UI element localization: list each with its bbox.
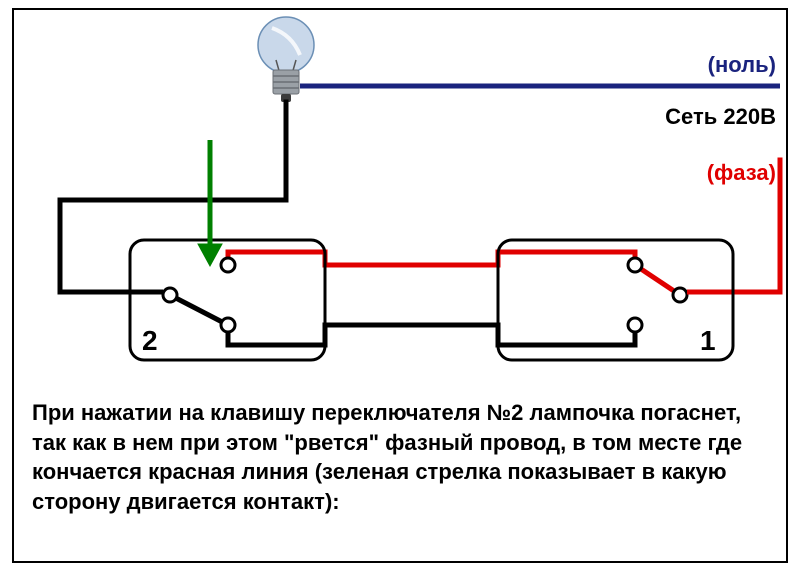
direction-arrow-icon bbox=[198, 140, 222, 266]
terminals bbox=[163, 258, 687, 332]
wire-load-black bbox=[60, 102, 286, 292]
switch2-lever bbox=[170, 295, 228, 325]
switch-number-left: 2 bbox=[142, 325, 158, 357]
label-neutral: (ноль) bbox=[708, 52, 776, 78]
switch-number-right: 1 bbox=[700, 325, 716, 357]
switch-box-right bbox=[498, 240, 733, 360]
wire-phase bbox=[228, 160, 780, 295]
lightbulb-icon bbox=[258, 17, 314, 102]
caption-text: При нажатии на клавишу переключателя №2 … bbox=[32, 398, 772, 517]
label-phase: (фаза) bbox=[707, 160, 776, 186]
label-mains: Сеть 220В bbox=[665, 104, 776, 130]
wire-traveler-bottom bbox=[228, 325, 635, 345]
